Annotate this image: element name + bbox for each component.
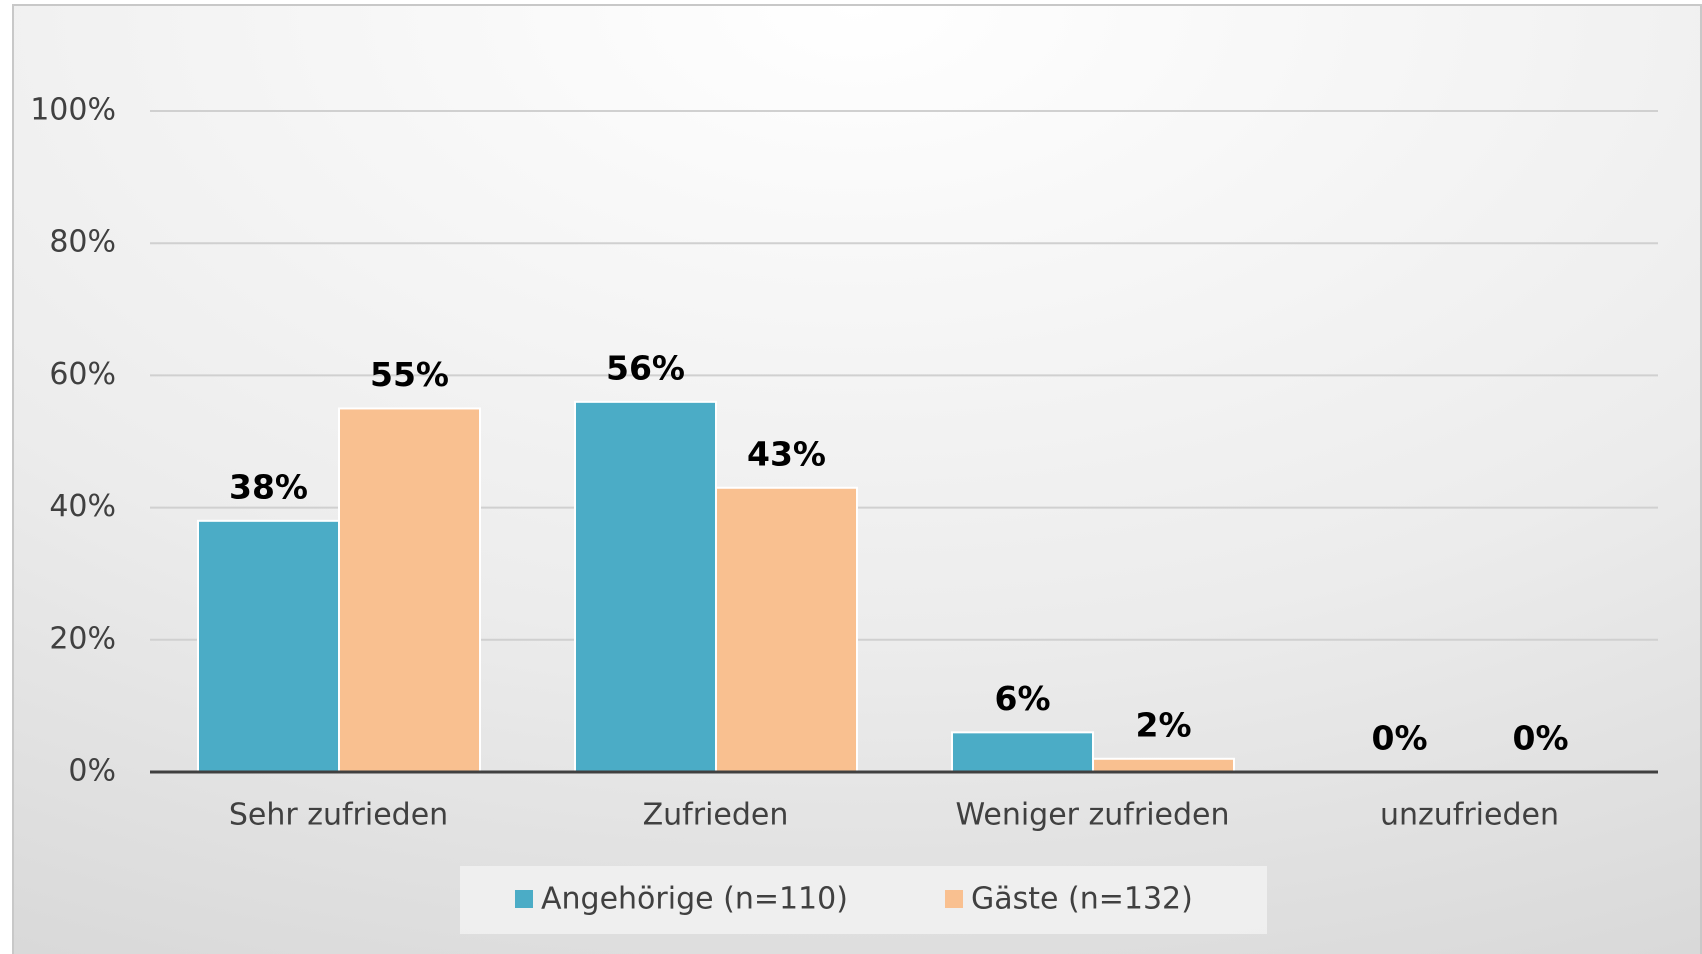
data-label: 55% — [370, 355, 449, 394]
data-label: 0% — [1371, 719, 1427, 758]
data-label: 2% — [1135, 705, 1191, 744]
bar — [197, 519, 340, 773]
bar — [338, 407, 481, 773]
data-label: 43% — [747, 434, 826, 473]
y-tick-label: 0% — [68, 754, 116, 789]
legend-label: Gäste (n=132) — [971, 882, 1193, 917]
y-tick-label: 60% — [49, 357, 116, 392]
x-tick-label: Weniger zufrieden — [955, 798, 1229, 833]
x-tick-label: Zufrieden — [643, 798, 789, 833]
y-tick-label: 80% — [49, 225, 116, 260]
legend-label: Angehörige (n=110) — [541, 882, 848, 917]
y-tick-label: 100% — [30, 93, 116, 128]
bar — [951, 731, 1094, 774]
data-label: 38% — [229, 467, 308, 506]
chart-area — [12, 4, 1702, 954]
y-tick-label: 20% — [49, 621, 116, 656]
x-tick-label: unzufrieden — [1380, 798, 1559, 833]
y-tick-label: 40% — [49, 489, 116, 524]
bar — [715, 486, 858, 773]
legend-swatch — [945, 890, 963, 908]
bar — [574, 400, 717, 773]
bar — [1092, 757, 1235, 774]
data-label: 0% — [1512, 719, 1568, 758]
data-label: 6% — [994, 679, 1050, 718]
legend-swatch — [515, 890, 533, 908]
legend-box — [460, 866, 1267, 934]
x-tick-label: Sehr zufrieden — [229, 798, 448, 833]
data-label: 56% — [606, 348, 685, 387]
